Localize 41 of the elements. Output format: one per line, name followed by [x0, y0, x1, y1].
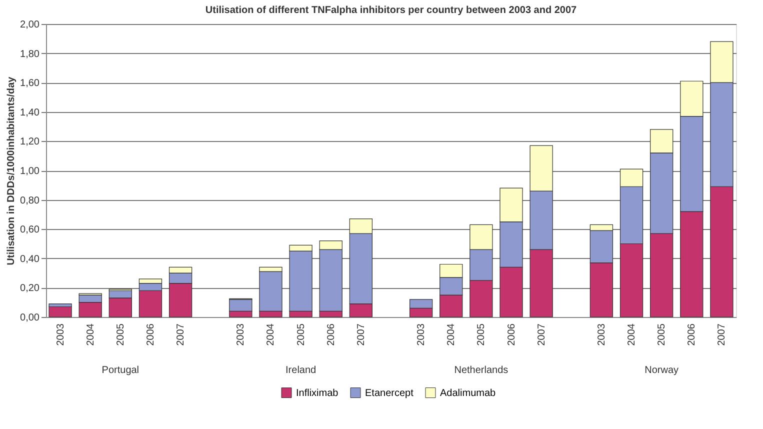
y-tick-label: 0,20 — [20, 283, 40, 294]
x-tick-label: 2004 — [626, 323, 638, 346]
x-tick-label: 2003 — [55, 323, 66, 346]
y-tick-label: 1,00 — [20, 166, 40, 177]
text: Portugal — [102, 365, 140, 376]
x-tick-label: 2006 — [506, 323, 518, 346]
x-tick-label: 2007 — [356, 323, 367, 346]
x-tick-label: 2005 — [115, 323, 126, 346]
x-tick-label: 2003 — [596, 323, 608, 346]
y-tick-label: 0,00 — [20, 312, 40, 324]
y-tick-label: 1,40 — [20, 107, 40, 118]
x-tick-label: 2007 — [716, 323, 728, 346]
x-tick-label: 2003 — [416, 323, 428, 346]
text: Netherlands — [454, 365, 508, 376]
x-tick-label: 2004 — [85, 323, 96, 346]
x-tick-label: 2003 — [236, 323, 247, 346]
text: Ireland — [286, 365, 316, 376]
legend-label: Infliximab — [296, 388, 339, 399]
y-tick-label: 1,60 — [20, 78, 40, 90]
y-tick-label: 0,40 — [20, 254, 40, 265]
y-axis-title: Utilisation in DDDs/1000inhabitants/day — [6, 76, 18, 266]
chart-title: Utilisation of different TNFalpha inhibitors per country between 2003 and 2007 — [205, 5, 578, 16]
legend-label: Etanercept — [365, 388, 414, 399]
x-tick-label: 2005 — [476, 323, 488, 346]
legend-label: Adalimumab — [440, 388, 496, 399]
y-tick-label: 0,80 — [20, 195, 40, 206]
bar — [48, 306, 72, 318]
x-tick-label: 2004 — [266, 323, 277, 346]
x-tick-label: 2007 — [176, 323, 187, 346]
y-tick-label: 0,60 — [20, 224, 40, 236]
x-tick-label: 2006 — [686, 323, 698, 346]
x-tick-label: 2006 — [326, 323, 337, 346]
y-tick-label: 1,20 — [20, 136, 40, 148]
x-tick-label: 2007 — [536, 323, 548, 346]
text: Norway — [644, 365, 679, 376]
y-tick-label: 1,80 — [20, 48, 40, 60]
x-tick-label: 2006 — [145, 323, 156, 346]
x-tick-label: 2005 — [296, 323, 307, 346]
x-tick-label: 2004 — [446, 323, 458, 346]
y-tick-label: 2,00 — [20, 20, 40, 30]
x-tick-label: 2005 — [656, 323, 668, 346]
